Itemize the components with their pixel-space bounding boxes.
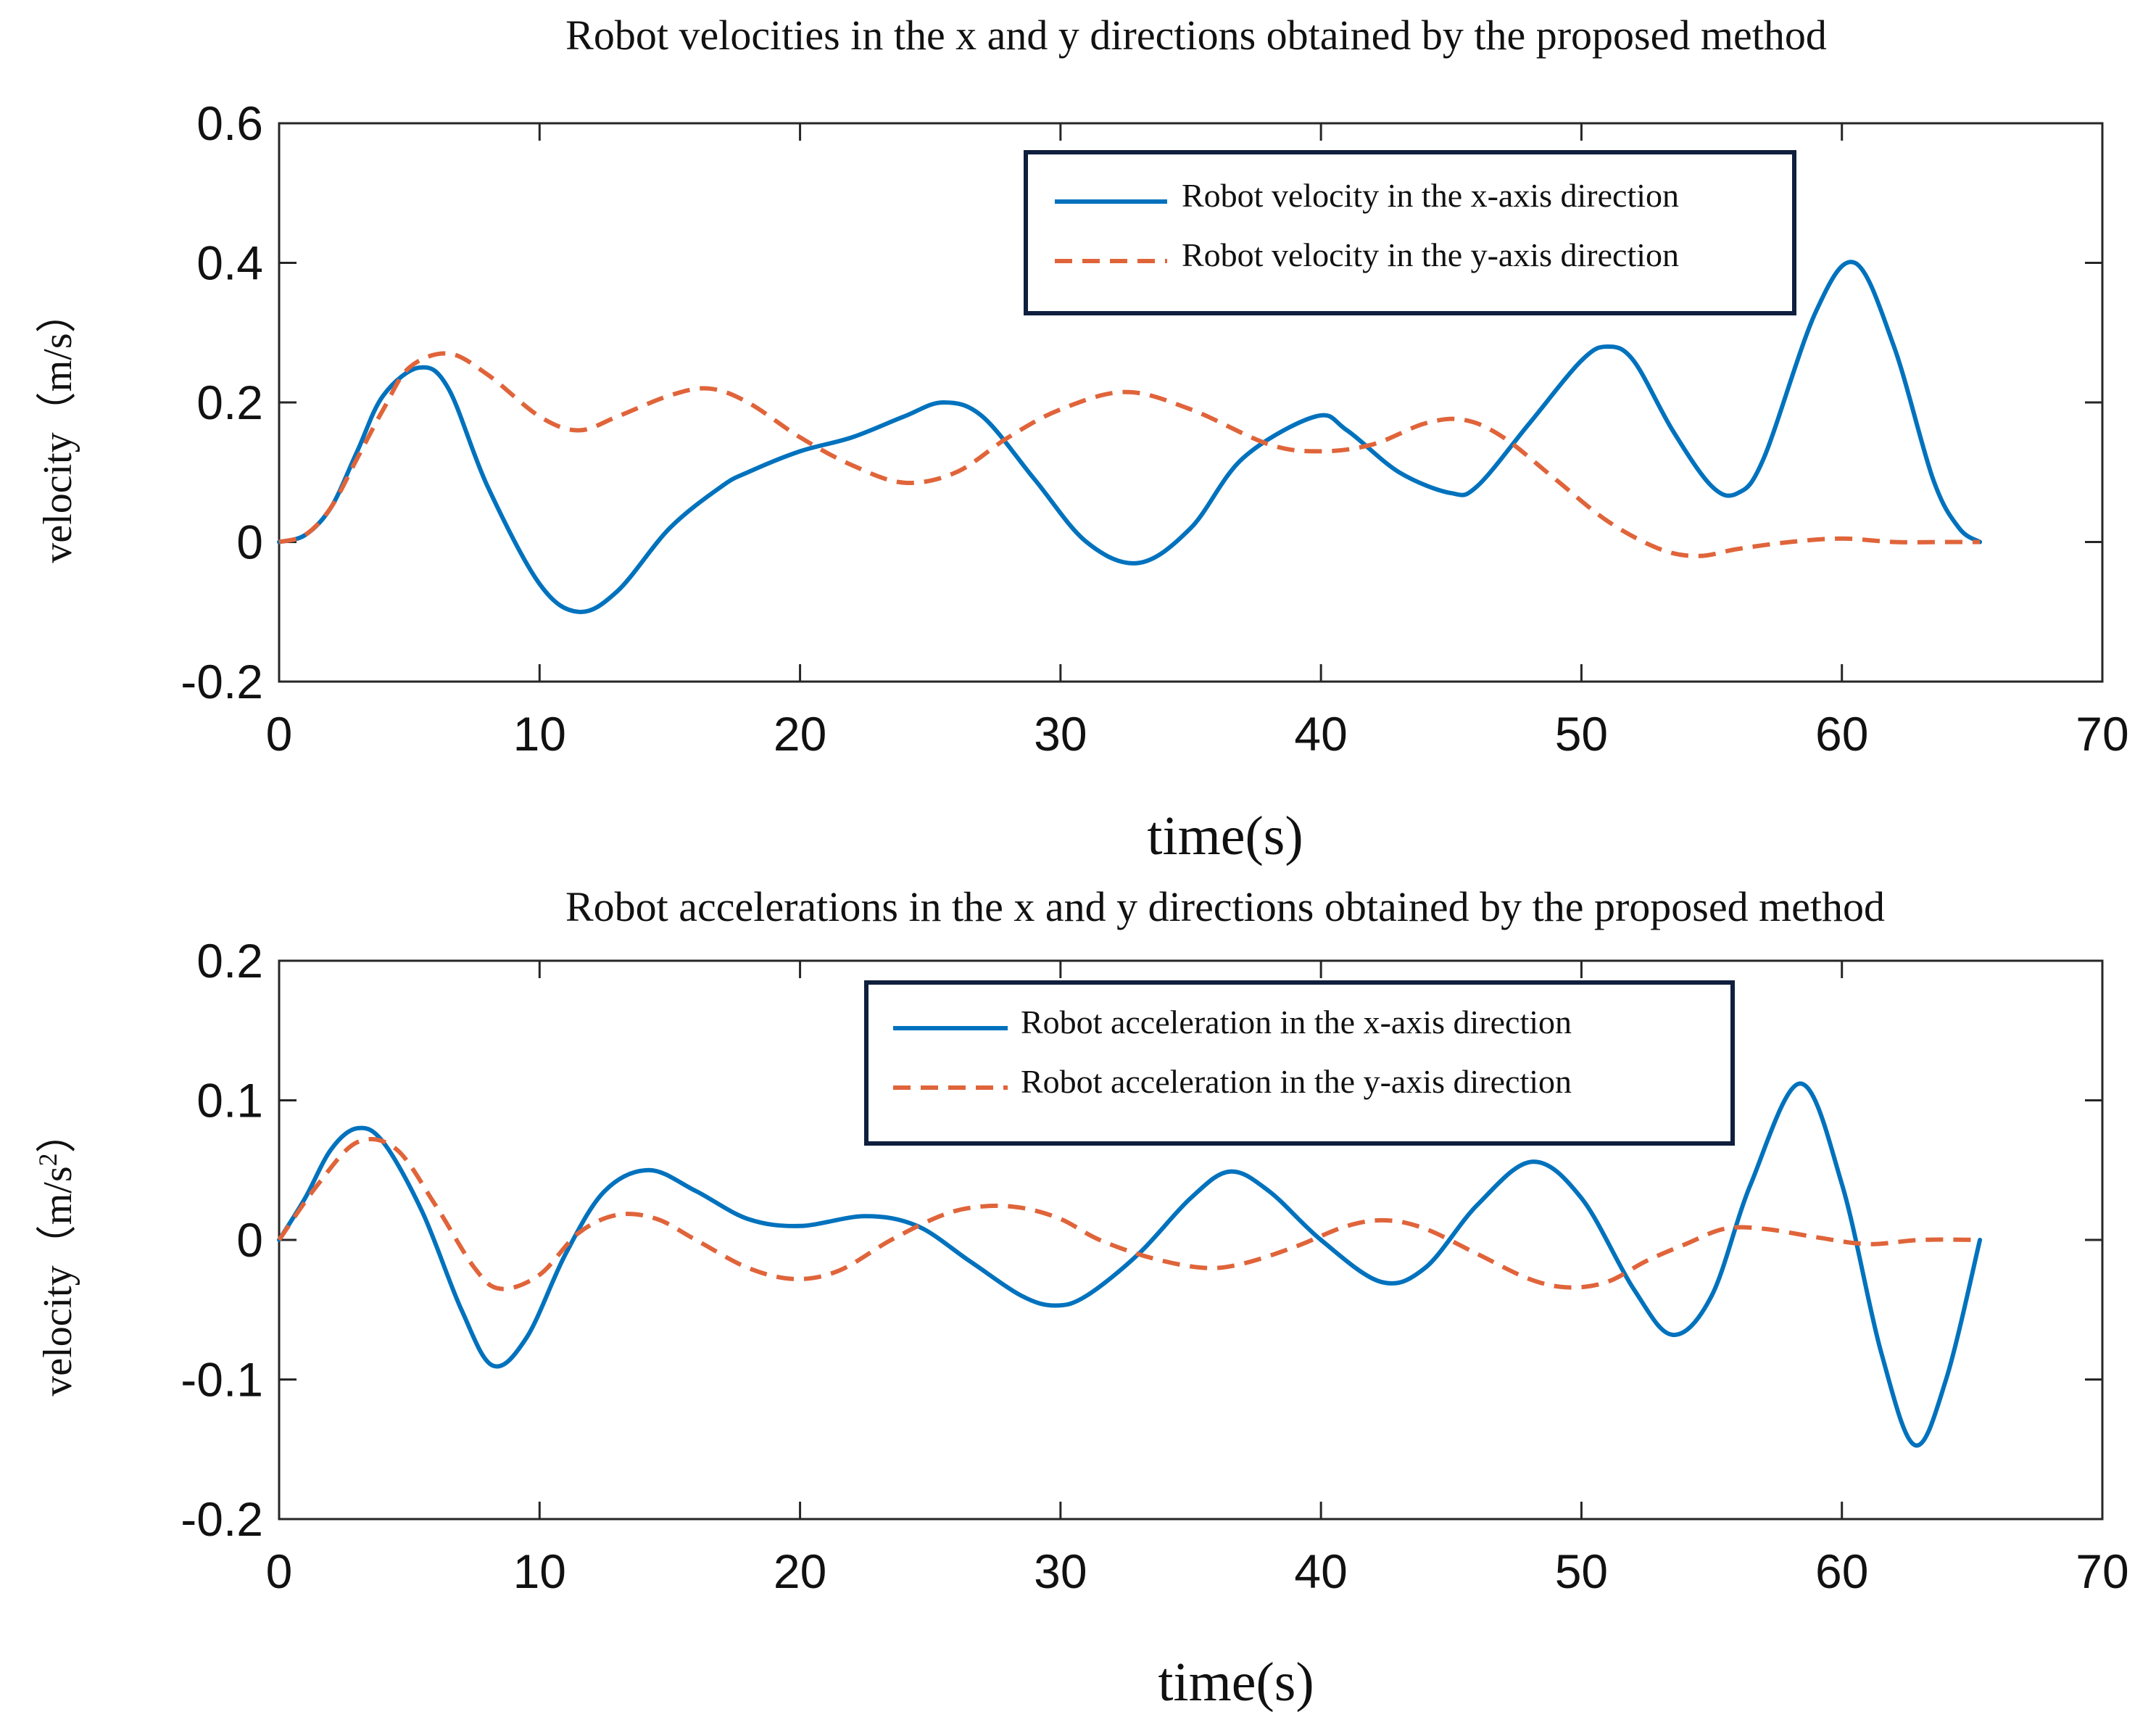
x-axis-label: time(s) bbox=[1158, 1652, 1314, 1713]
x-tick-label: 20 bbox=[774, 707, 826, 761]
y-tick-label: 0.6 bbox=[196, 96, 263, 150]
series-line-y bbox=[277, 1136, 1981, 1291]
x-tick-label: 0 bbox=[266, 707, 293, 761]
series-line-y bbox=[278, 351, 1981, 558]
y-axis-label-sup: 2 bbox=[33, 1153, 62, 1166]
y-tick-label: 0.4 bbox=[196, 236, 263, 290]
y-axis-label-main: velocity（m/s bbox=[36, 1166, 80, 1396]
y-tick-labels: -0.2 -0.1 0 0.1 0.2 bbox=[181, 934, 263, 1546]
legend-box bbox=[864, 980, 1735, 1146]
x-tick-label: 60 bbox=[1815, 1544, 1868, 1598]
x-tick-label: 50 bbox=[1555, 1544, 1608, 1598]
y-tick-label: 0 bbox=[236, 1213, 263, 1267]
legend: Robot acceleration in the x-axis directi… bbox=[864, 980, 1735, 1146]
x-tick-label: 50 bbox=[1555, 707, 1608, 761]
y-tick-label: 0 bbox=[236, 516, 263, 569]
y-axis-label-close: ） bbox=[36, 1112, 80, 1153]
y-tick-label: 0.2 bbox=[196, 934, 263, 988]
x-tick-label: 10 bbox=[513, 707, 566, 761]
legend-label-x: Robot velocity in the x-axis direction bbox=[1182, 177, 1679, 214]
legend: Robot velocity in the x-axis direction R… bbox=[1024, 150, 1796, 315]
legend-label-y: Robot velocity in the y-axis direction bbox=[1182, 236, 1679, 273]
chart-title: Robot accelerations in the x and y direc… bbox=[565, 883, 1885, 930]
series-layer bbox=[277, 1081, 1983, 1448]
acceleration-chart: Robot accelerations in the x and y direc… bbox=[33, 883, 2129, 1713]
x-axis-label: time(s) bbox=[1147, 806, 1303, 866]
y-tick-labels: -0.2 0 0.2 0.4 0.6 bbox=[181, 96, 263, 708]
x-tick-label: 70 bbox=[2076, 1544, 2128, 1598]
y-tick-label: -0.2 bbox=[181, 655, 263, 708]
velocity-chart: Robot velocities in the x and y directio… bbox=[36, 12, 2129, 866]
x-tick-label: 60 bbox=[1815, 707, 1868, 761]
legend-label-y: Robot acceleration in the y-axis directi… bbox=[1021, 1063, 1572, 1100]
legend-label-x: Robot acceleration in the x-axis directi… bbox=[1021, 1004, 1572, 1041]
x-tick-label: 30 bbox=[1034, 1544, 1087, 1598]
x-tick-label: 30 bbox=[1034, 707, 1087, 761]
x-tick-labels: 0 10 20 30 40 50 60 70 bbox=[266, 707, 2129, 761]
y-axis-label: velocity（m/s2） bbox=[33, 1112, 80, 1396]
tick-marks bbox=[278, 959, 2104, 1521]
series-layer bbox=[277, 260, 1983, 614]
y-tick-label: -0.2 bbox=[181, 1492, 263, 1546]
y-axis-label: velocity（m/s） bbox=[36, 292, 80, 563]
y-tick-label: -0.1 bbox=[181, 1353, 263, 1407]
x-tick-labels: 0 10 20 30 40 50 60 70 bbox=[266, 1544, 2129, 1598]
y-tick-label: 0.2 bbox=[196, 376, 263, 429]
legend-box bbox=[1024, 150, 1796, 315]
x-tick-label: 70 bbox=[2076, 707, 2128, 761]
chart-title: Robot velocities in the x and y directio… bbox=[565, 12, 1827, 59]
y-tick-label: 0.1 bbox=[196, 1074, 263, 1128]
x-tick-label: 0 bbox=[266, 1544, 293, 1598]
series-line-x bbox=[277, 260, 1983, 614]
x-tick-label: 10 bbox=[513, 1544, 566, 1598]
x-tick-label: 20 bbox=[774, 1544, 826, 1598]
x-tick-label: 40 bbox=[1294, 1544, 1347, 1598]
x-tick-label: 40 bbox=[1294, 707, 1347, 761]
series-line-x bbox=[277, 1081, 1983, 1448]
tick-marks bbox=[278, 122, 2104, 683]
